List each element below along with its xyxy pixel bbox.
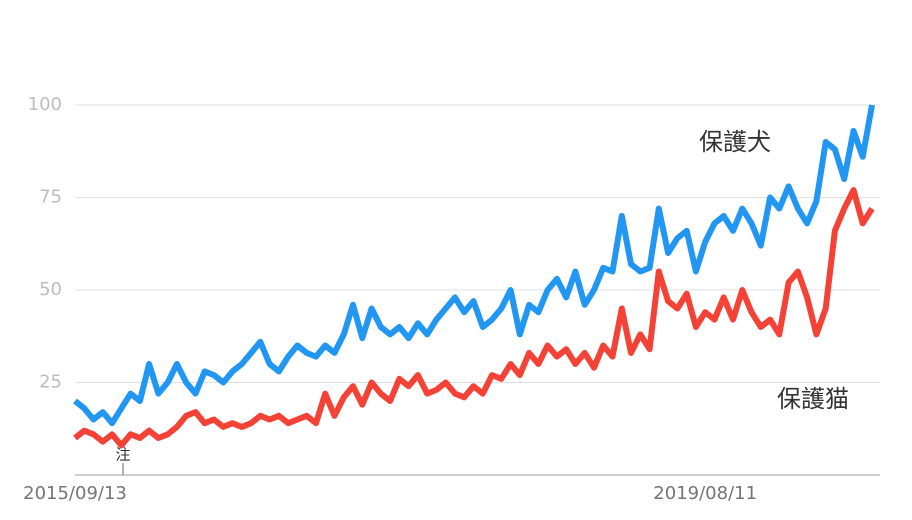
y-tick-label: 50 bbox=[39, 279, 62, 300]
series-label: 保護犬 bbox=[699, 128, 771, 156]
x-tick-label: 2015/09/13 bbox=[23, 483, 127, 504]
series-line bbox=[73, 187, 875, 449]
y-tick-label: 100 bbox=[28, 94, 62, 115]
series-label: 保護猫 bbox=[777, 385, 849, 413]
y-tick-label: 75 bbox=[39, 187, 62, 208]
annotation: 注 bbox=[115, 446, 130, 464]
x-tick-label: 2019/08/11 bbox=[653, 483, 757, 504]
series-line bbox=[73, 104, 875, 427]
y-tick-label: 25 bbox=[39, 372, 62, 393]
